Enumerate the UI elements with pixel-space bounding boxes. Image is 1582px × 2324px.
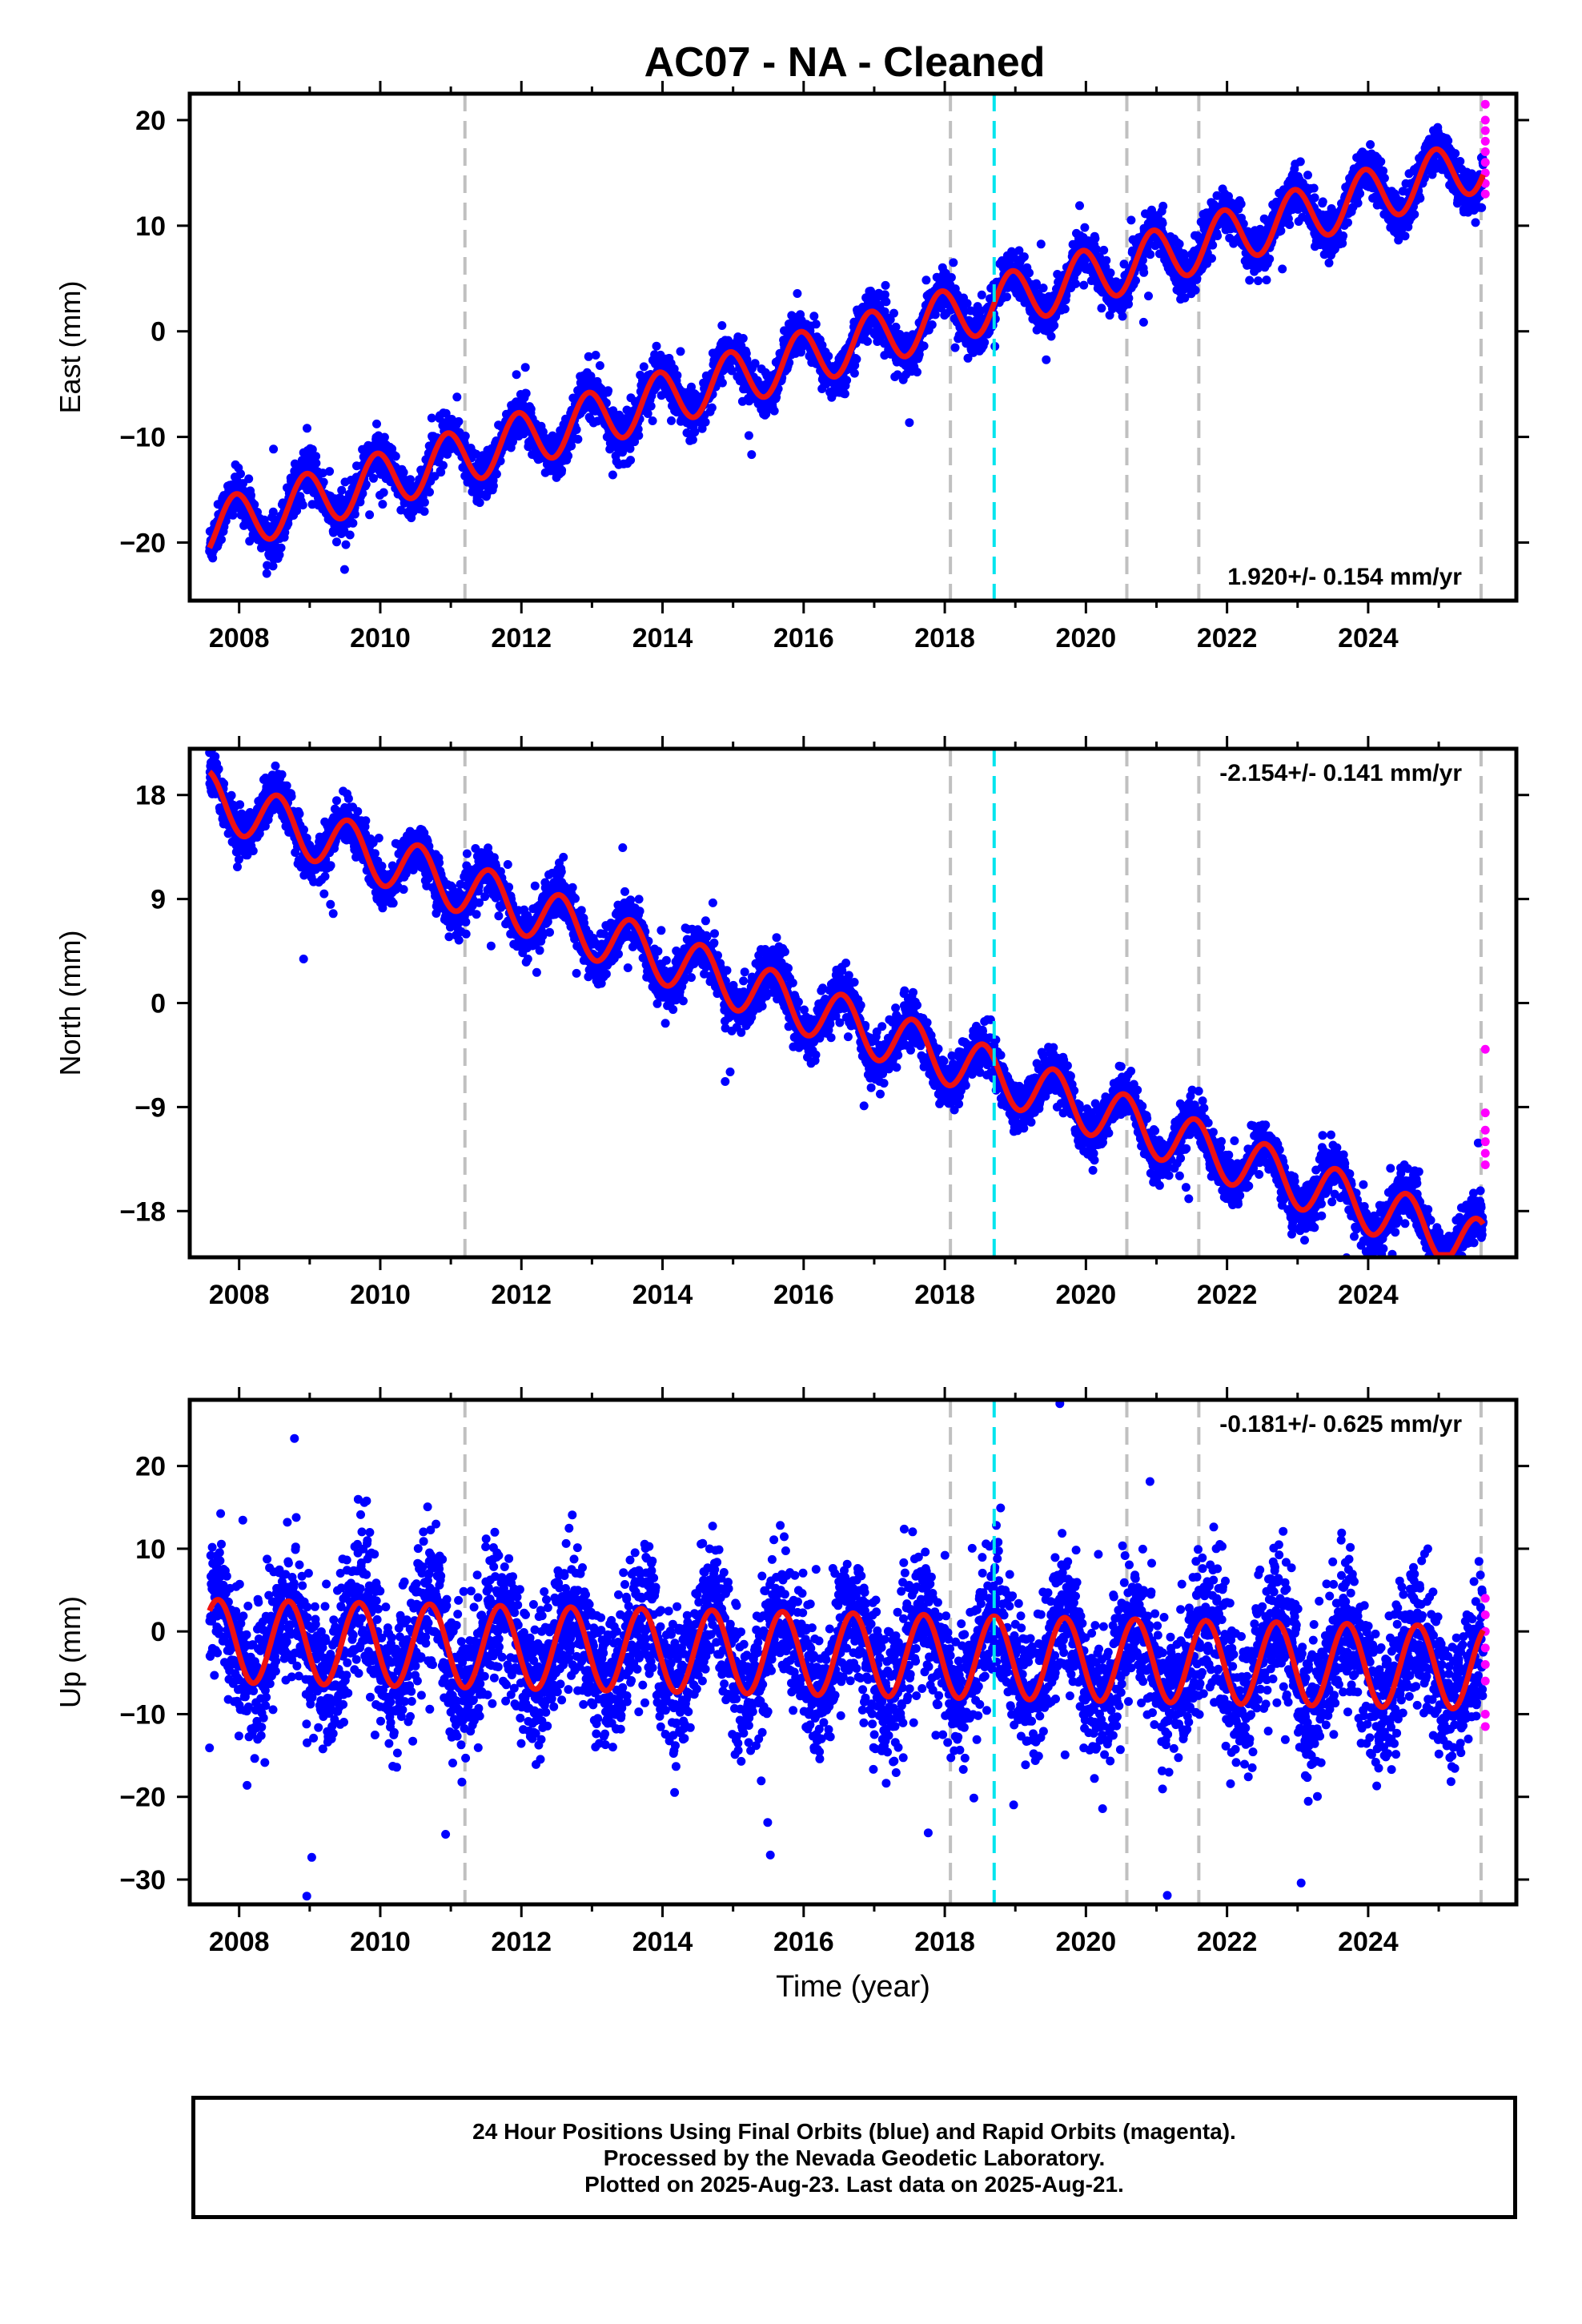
rapid-orbit-point [1481, 1660, 1490, 1669]
rapid-orbit-point [1481, 115, 1490, 124]
x-tick-label: 2012 [491, 1280, 552, 1310]
y-tick-label: 0 [151, 1617, 166, 1647]
rapid-orbit-point [1481, 1126, 1490, 1135]
x-tick-label: 2020 [1056, 623, 1117, 653]
x-tick-label: 2016 [773, 1927, 834, 1957]
rapid-orbit-point [1481, 1610, 1490, 1619]
y-tick-label: −20 [119, 1783, 166, 1813]
x-tick-label: 2024 [1338, 623, 1399, 653]
footer-line-1: 24 Hour Positions Using Final Orbits (bl… [472, 2118, 1236, 2145]
rate-annotation: -0.181+/- 0.625 mm/yr [1219, 1411, 1462, 1437]
x-tick-label: 2018 [914, 1927, 975, 1957]
rapid-orbit-point [1481, 1677, 1490, 1686]
x-tick-label: 2010 [350, 1927, 411, 1957]
rapid-orbit-point [1481, 1160, 1490, 1169]
x-tick-label: 2024 [1338, 1927, 1399, 1957]
x-tick-label: 2018 [914, 1280, 975, 1310]
y-tick-label: 0 [151, 317, 166, 348]
rapid-orbit-point [1481, 1149, 1490, 1158]
y-tick-label: 10 [135, 211, 166, 242]
rapid-orbit-point [1481, 1643, 1490, 1652]
rapid-orbit-point [1481, 158, 1490, 167]
x-tick-label: 2022 [1197, 623, 1258, 653]
rapid-orbit-point [1481, 147, 1490, 156]
rapid-orbit-point [1481, 100, 1490, 109]
x-tick-label: 2008 [209, 623, 270, 653]
final-orbit-points [205, 745, 1488, 1299]
y-tick-label: −10 [119, 1699, 166, 1730]
rapid-orbit-point [1481, 1710, 1490, 1719]
x-tick-label: 2018 [914, 623, 975, 653]
x-tick-label: 2010 [350, 1280, 411, 1310]
y-tick-label: 9 [151, 885, 166, 915]
rapid-orbit-point [1481, 1137, 1490, 1146]
final-orbit-points [205, 1399, 1488, 2007]
final-orbit-dots [205, 745, 1488, 1299]
y-axis-label: North (mm) [54, 931, 86, 1076]
x-tick-label: 2020 [1056, 1927, 1117, 1957]
y-axis-label: East (mm) [54, 281, 86, 414]
x-axis-label: Time (year) [776, 1970, 930, 2004]
x-tick-label: 2016 [773, 623, 834, 653]
rapid-orbit-point [1481, 127, 1490, 135]
rate-annotation: 1.920+/- 0.154 mm/yr [1227, 564, 1462, 590]
y-tick-label: 18 [135, 781, 166, 811]
rapid-orbit-point [1481, 1594, 1490, 1602]
x-tick-label: 2012 [491, 623, 552, 653]
rapid-orbit-point [1481, 1722, 1490, 1731]
x-tick-label: 2014 [632, 1280, 693, 1310]
x-tick-label: 2010 [350, 623, 411, 653]
final-orbit-dots [205, 1399, 1488, 2007]
footer-line-2: Processed by the Nevada Geodetic Laborat… [604, 2145, 1106, 2171]
y-tick-label: 10 [135, 1534, 166, 1565]
y-tick-label: −10 [119, 423, 166, 453]
footer-line-3: Plotted on 2025-Aug-23. Last data on 202… [584, 2171, 1124, 2197]
y-tick-label: 20 [135, 1452, 166, 1482]
panel-east: −20 −10 0 10 20 2008 2010 2012 2014 2016 2018 2020 2… [54, 81, 1529, 653]
rapid-orbit-point [1481, 190, 1490, 199]
footer-caption-box: 24 Hour Positions Using Final Orbits (bl… [191, 2096, 1517, 2219]
y-tick-label: −9 [135, 1092, 166, 1123]
y-tick-label: −30 [119, 1865, 166, 1896]
rapid-orbit-point [1481, 1108, 1490, 1117]
x-tick-label: 2024 [1338, 1280, 1399, 1310]
rapid-orbit-point [1481, 137, 1490, 146]
panel-north: −18 −9 0 9 18 2008 2010 2012 2014 2016 2018 2020 202… [54, 736, 1529, 1310]
x-tick-label: 2022 [1197, 1280, 1258, 1310]
x-tick-label: 2020 [1056, 1280, 1117, 1310]
rate-annotation: -2.154+/- 0.141 mm/yr [1219, 760, 1462, 786]
panel-up: −30 −20 −10 0 10 20 2008 2010 2012 2014 2016 2018 20… [54, 1387, 1529, 2007]
y-tick-label: 20 [135, 106, 166, 136]
x-tick-label: 2022 [1197, 1927, 1258, 1957]
x-tick-label: 2014 [632, 1927, 693, 1957]
x-tick-label: 2008 [209, 1927, 270, 1957]
x-tick-label: 2008 [209, 1280, 270, 1310]
y-tick-label: −20 [119, 528, 166, 558]
chart-title: AC07 - NA - Cleaned [644, 39, 1046, 86]
x-tick-label: 2012 [491, 1927, 552, 1957]
y-tick-label: −18 [119, 1196, 166, 1227]
x-tick-label: 2014 [632, 623, 693, 653]
y-axis-label: Up (mm) [54, 1596, 86, 1708]
x-tick-label: 2016 [773, 1280, 834, 1310]
y-tick-label: 0 [151, 989, 166, 1019]
rapid-orbit-point [1481, 1045, 1490, 1054]
